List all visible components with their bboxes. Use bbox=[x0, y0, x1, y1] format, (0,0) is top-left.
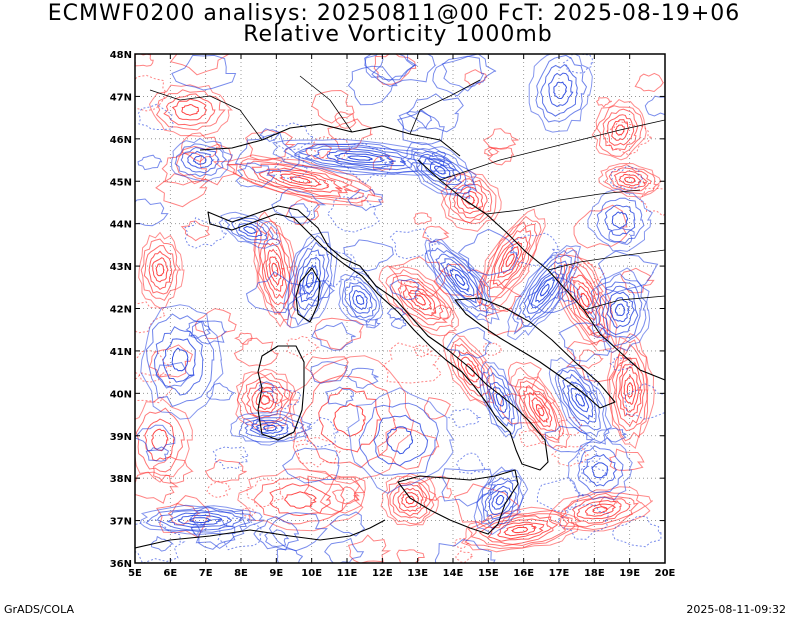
lon-tick-label: 10E bbox=[301, 568, 322, 579]
lon-tick-label: 19E bbox=[619, 568, 640, 579]
lon-tick-label: 18E bbox=[584, 568, 605, 579]
latitude-labels: 48N 47N 46N 45N 44N 43N 42N 41N 40N 39N 38N 37N 36N bbox=[110, 50, 132, 570]
lat-tick-label: 40N bbox=[110, 389, 132, 400]
lat-tick-label: 42N bbox=[110, 305, 132, 316]
sardinia-coast bbox=[257, 345, 305, 441]
lat-tick-label: 38N bbox=[110, 474, 132, 485]
lon-tick-label: 16E bbox=[513, 568, 534, 579]
longitude-labels: 5E 6E 7E 8E 9E 10E 11E 12E 13E 14E 15E 16E 17E 18E 19E… bbox=[128, 568, 675, 579]
lon-tick-label: 6E bbox=[163, 568, 177, 579]
italy-peninsula-coast bbox=[207, 205, 549, 471]
lon-tick-label: 8E bbox=[234, 568, 248, 579]
lat-tick-label: 43N bbox=[110, 262, 132, 273]
lat-tick-label: 41N bbox=[110, 347, 132, 358]
lat-tick-label: 45N bbox=[110, 177, 132, 188]
alpine-border bbox=[199, 123, 461, 157]
lat-tick-label: 46N bbox=[110, 135, 132, 146]
lon-tick-label: 13E bbox=[407, 568, 428, 579]
north-africa-coast bbox=[135, 519, 386, 549]
lat-tick-label: 39N bbox=[110, 432, 132, 443]
coastline bbox=[135, 75, 665, 549]
lon-tick-label: 5E bbox=[128, 568, 142, 579]
lon-tick-label: 20E bbox=[655, 568, 676, 579]
map-title: ECMWF0200 analisys: 20250811@00 FcT: 202… bbox=[47, 1, 741, 26]
sicily-coast bbox=[397, 469, 519, 535]
lon-tick-label: 14E bbox=[443, 568, 464, 579]
lat-tick-label: 48N bbox=[110, 50, 132, 61]
corsica-coast bbox=[295, 267, 321, 323]
lat-lon-grid bbox=[135, 54, 665, 563]
lat-tick-label: 47N bbox=[110, 92, 132, 103]
lon-tick-label: 7E bbox=[199, 568, 213, 579]
lon-tick-label: 15E bbox=[478, 568, 499, 579]
lon-tick-label: 17E bbox=[549, 568, 570, 579]
lat-tick-label: 36N bbox=[110, 559, 132, 570]
axis-ticks bbox=[134, 53, 666, 564]
lon-tick-label: 12E bbox=[372, 568, 393, 579]
lat-tick-label: 37N bbox=[110, 517, 132, 528]
map-subtitle: Relative Vorticity 1000mb bbox=[243, 22, 553, 47]
lon-tick-label: 11E bbox=[337, 568, 358, 579]
footer-credit: GrADS/COLA bbox=[4, 603, 74, 616]
footer-timestamp: 2025-08-11-09:32 bbox=[686, 603, 786, 616]
inner-borders bbox=[149, 75, 665, 311]
puglia-coast bbox=[454, 297, 616, 409]
lat-tick-label: 44N bbox=[110, 220, 132, 231]
lon-tick-label: 9E bbox=[269, 568, 283, 579]
